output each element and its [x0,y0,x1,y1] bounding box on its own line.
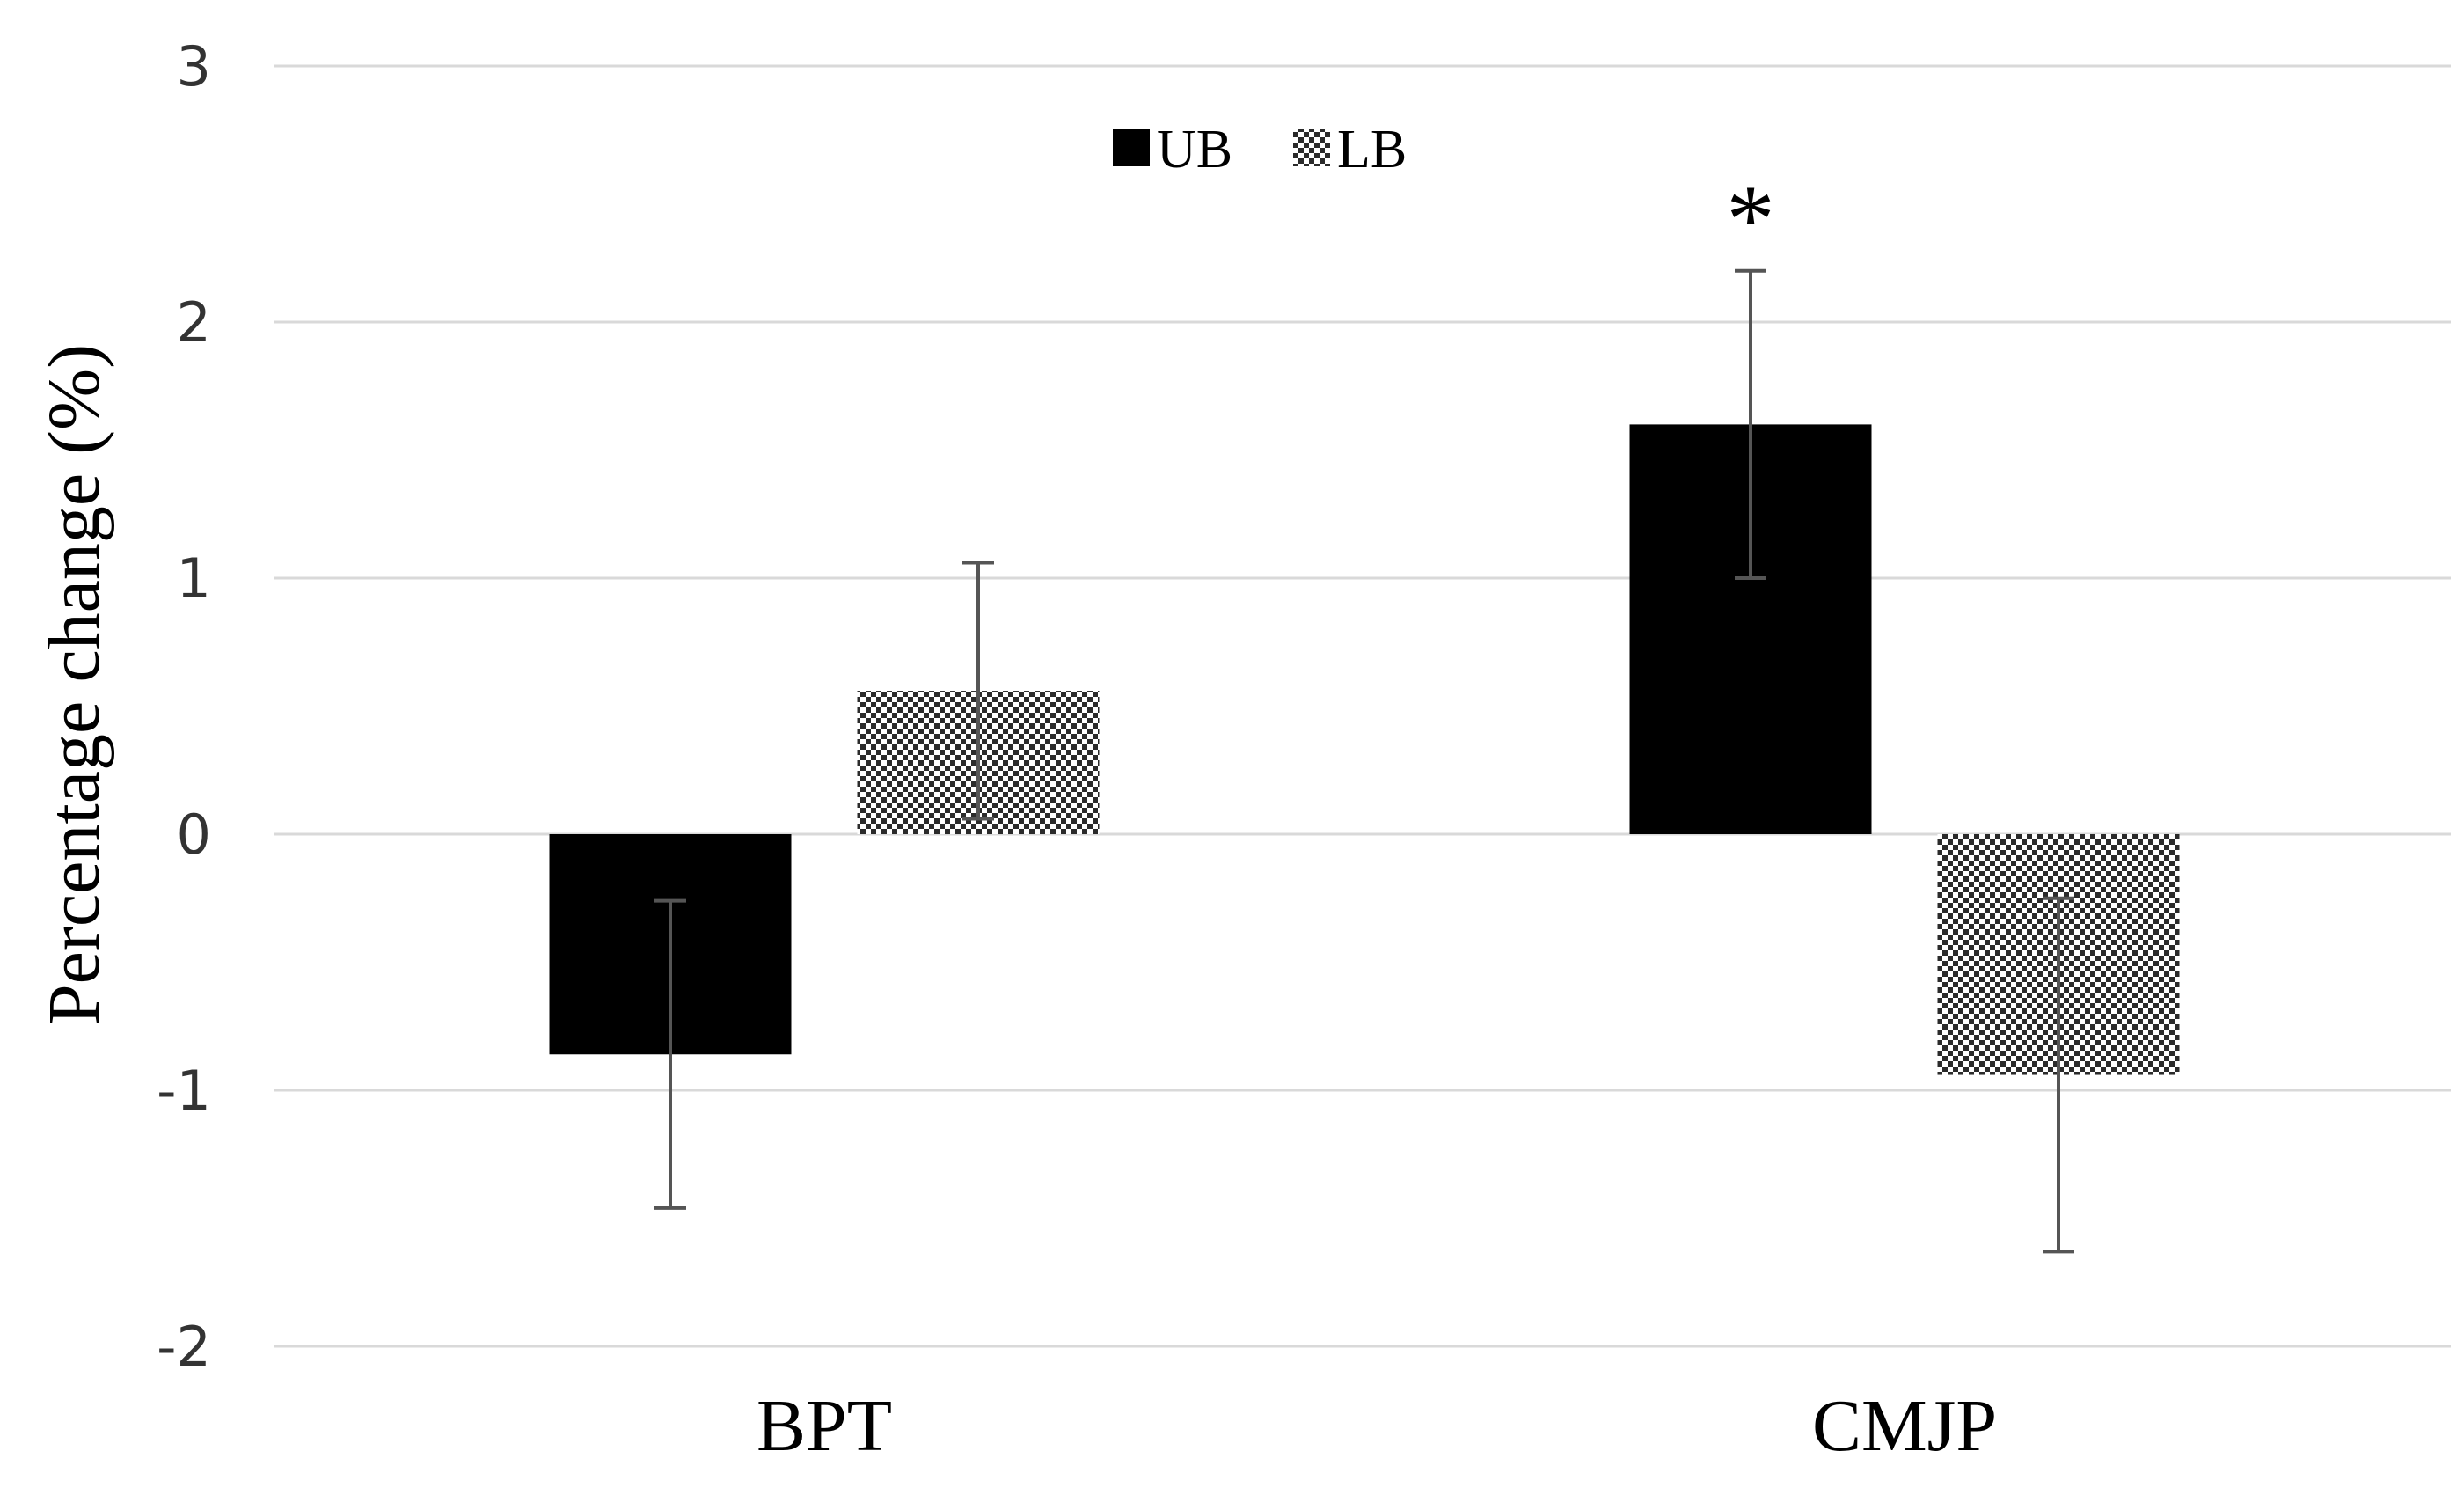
y-tick-label: -2 [157,1315,211,1379]
error-bars [654,268,2074,1254]
y-tick-label: 0 [177,803,211,867]
y-tick-label: -1 [157,1059,211,1123]
y-tick-label: 2 [177,290,211,355]
y-axis-label: Percentage change (%) [33,344,115,1025]
x-category-label: BPT [757,1385,892,1467]
legend: UB LB [1113,120,1407,180]
legend-swatch-lb [1293,129,1330,166]
annotations: * [1727,165,1775,273]
gridlines [274,64,2451,1348]
y-axis-ticks: 3 2 1 0 -1 -2 [157,34,211,1379]
significance-marker: * [1727,165,1775,273]
y-tick-label: 1 [177,546,211,611]
bars [549,424,2180,1075]
y-tick-label: 3 [177,34,211,99]
x-axis-categories: BPT CMJP [757,1385,1997,1467]
x-category-label: CMJP [1812,1385,1997,1467]
legend-label-ub: UB [1157,120,1232,180]
legend-swatch-ub [1113,129,1150,166]
legend-label-lb: LB [1337,120,1407,180]
